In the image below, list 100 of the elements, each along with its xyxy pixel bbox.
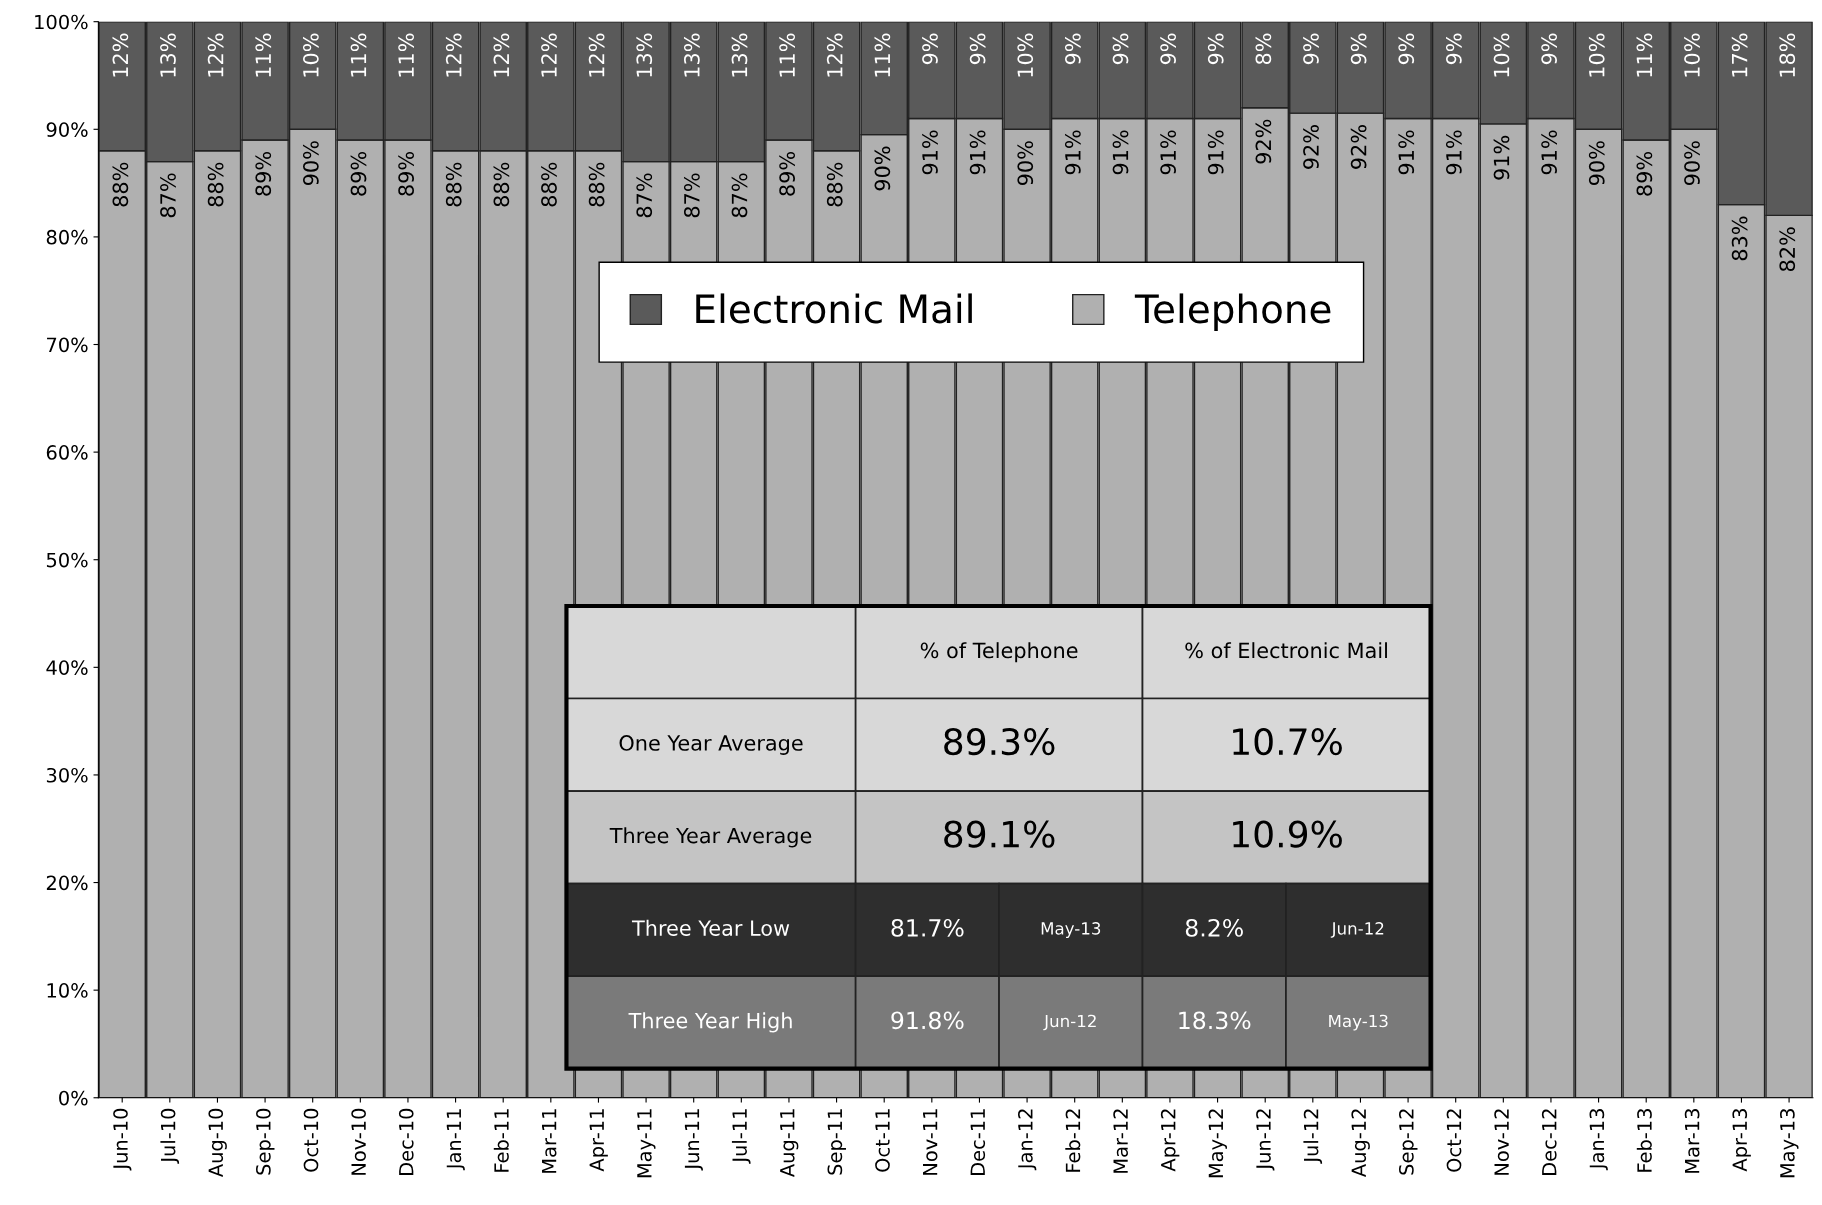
data-label: 91% <box>922 130 938 175</box>
x-tick-label: Jun-10 <box>113 1108 132 1171</box>
data-label: 17% <box>1731 33 1748 77</box>
y-tick-label: 90% <box>46 122 88 137</box>
data-label: 91% <box>1445 130 1462 175</box>
x-tick-label: Apr-12 <box>1160 1109 1180 1172</box>
data-label: 90% <box>1017 141 1034 186</box>
data-label: 12% <box>541 33 557 77</box>
data-label: 9% <box>1541 33 1557 65</box>
x-tick-label: May-13 <box>1780 1109 1799 1178</box>
data-label: 10% <box>1684 33 1700 77</box>
data-label: 12% <box>826 33 843 77</box>
y-tick-label: 0% <box>59 1090 88 1106</box>
x-tick-label: Aug-10 <box>208 1108 227 1178</box>
data-label: 83% <box>1731 216 1748 261</box>
y-tick-label: 10% <box>47 983 88 998</box>
data-label: 92% <box>1350 125 1367 169</box>
data-label: 92% <box>1255 119 1272 164</box>
x-tick-label: May-11 <box>637 1109 656 1178</box>
data-label: 90% <box>1588 141 1605 186</box>
x-tick-label: Jul-11 <box>731 1109 751 1164</box>
data-label: 10% <box>302 33 319 77</box>
data-label: 91% <box>1493 135 1510 180</box>
x-tick-label: Apr-13 <box>1732 1109 1751 1172</box>
legend-label: Telephone <box>1134 293 1331 332</box>
x-tick-label: Jan-12 <box>1018 1109 1037 1171</box>
data-label: 89% <box>350 151 367 196</box>
x-tick-label: Sep-12 <box>1399 1109 1418 1175</box>
data-label: 11% <box>398 33 414 77</box>
data-label: 89% <box>398 151 414 196</box>
x-tick-label: Jun-11 <box>684 1109 703 1171</box>
data-label: 87% <box>683 173 700 218</box>
y-tick-label: 70% <box>47 337 88 353</box>
data-label: 9% <box>1303 33 1319 65</box>
data-label: 12% <box>493 33 510 77</box>
data-label: 88% <box>445 162 462 207</box>
data-label: 12% <box>112 33 129 77</box>
data-label: 9% <box>1207 33 1224 65</box>
y-tick-label: 30% <box>46 767 88 783</box>
data-label: 90% <box>1684 141 1700 186</box>
x-tick-label: Aug-12 <box>1351 1109 1370 1178</box>
x-tick-label: Oct-10 <box>303 1108 319 1172</box>
data-label: 91% <box>969 130 986 175</box>
x-tick-label: Oct-12 <box>1446 1109 1462 1172</box>
data-label: 9% <box>1350 33 1367 65</box>
x-tick-label: Sep-11 <box>827 1109 846 1175</box>
y-tick-label: 40% <box>46 660 88 675</box>
data-label: 12% <box>588 33 605 77</box>
data-label: 88% <box>112 162 129 207</box>
data-label: 11% <box>874 33 891 77</box>
data-label: 88% <box>207 162 224 207</box>
data-label: 88% <box>493 162 510 207</box>
data-label: 13% <box>636 33 653 77</box>
data-label: 8% <box>1255 33 1272 65</box>
x-tick-label: Jan-11 <box>446 1109 465 1171</box>
data-label: 88% <box>541 162 557 207</box>
data-label: 18% <box>1779 33 1796 77</box>
data-label: 89% <box>255 151 272 196</box>
data-label: 91% <box>1064 130 1081 175</box>
x-tick-label: Oct-11 <box>875 1109 890 1172</box>
data-label: 9% <box>1398 33 1415 65</box>
data-label: 87% <box>636 173 653 218</box>
x-tick-label: Apr-11 <box>589 1109 608 1172</box>
legend-label: Electronic Mail <box>696 293 972 324</box>
data-label: 13% <box>731 33 748 77</box>
data-label: 10% <box>1493 33 1510 77</box>
x-tick-label: Jul-12 <box>1303 1109 1323 1164</box>
data-label: 9% <box>1112 33 1129 65</box>
x-tick-label: Nov-11 <box>923 1109 938 1175</box>
data-label: 91% <box>1112 130 1129 175</box>
data-label: 10% <box>1588 33 1605 77</box>
x-tick-label: Jul-10 <box>160 1108 180 1164</box>
data-label: 91% <box>1207 130 1224 175</box>
x-tick-label: Mar-13 <box>1684 1109 1700 1173</box>
data-label: 11% <box>255 33 272 77</box>
data-label: 10% <box>1017 33 1034 77</box>
data-label: 11% <box>350 33 367 77</box>
x-tick-label: Mar-11 <box>542 1109 557 1173</box>
data-label: 13% <box>683 33 700 77</box>
y-tick-label: 60% <box>46 445 88 460</box>
data-label: 91% <box>1541 130 1557 175</box>
x-tick-label: Dec-12 <box>1541 1109 1557 1175</box>
data-label: 82% <box>1779 227 1796 272</box>
data-label: 90% <box>874 146 891 191</box>
y-tick-label: 100% <box>35 14 88 30</box>
y-tick-label: 50% <box>46 552 88 568</box>
data-label: 91% <box>1160 130 1176 175</box>
data-label: 9% <box>1064 33 1081 65</box>
data-label: 9% <box>1160 33 1176 65</box>
x-tick-label: Aug-11 <box>780 1109 799 1178</box>
x-tick-label: Dec-10 <box>398 1108 414 1175</box>
x-tick-label: Sep-10 <box>256 1108 275 1175</box>
data-label: 88% <box>588 162 605 207</box>
x-tick-label: Feb-12 <box>1065 1109 1081 1172</box>
data-label: 12% <box>445 33 462 77</box>
y-tick-label: 80% <box>46 229 88 245</box>
data-label: 12% <box>207 33 224 77</box>
x-tick-label: Jun-12 <box>1256 1109 1275 1171</box>
x-tick-label: Nov-10 <box>351 1108 366 1175</box>
data-label: 87% <box>160 173 176 218</box>
